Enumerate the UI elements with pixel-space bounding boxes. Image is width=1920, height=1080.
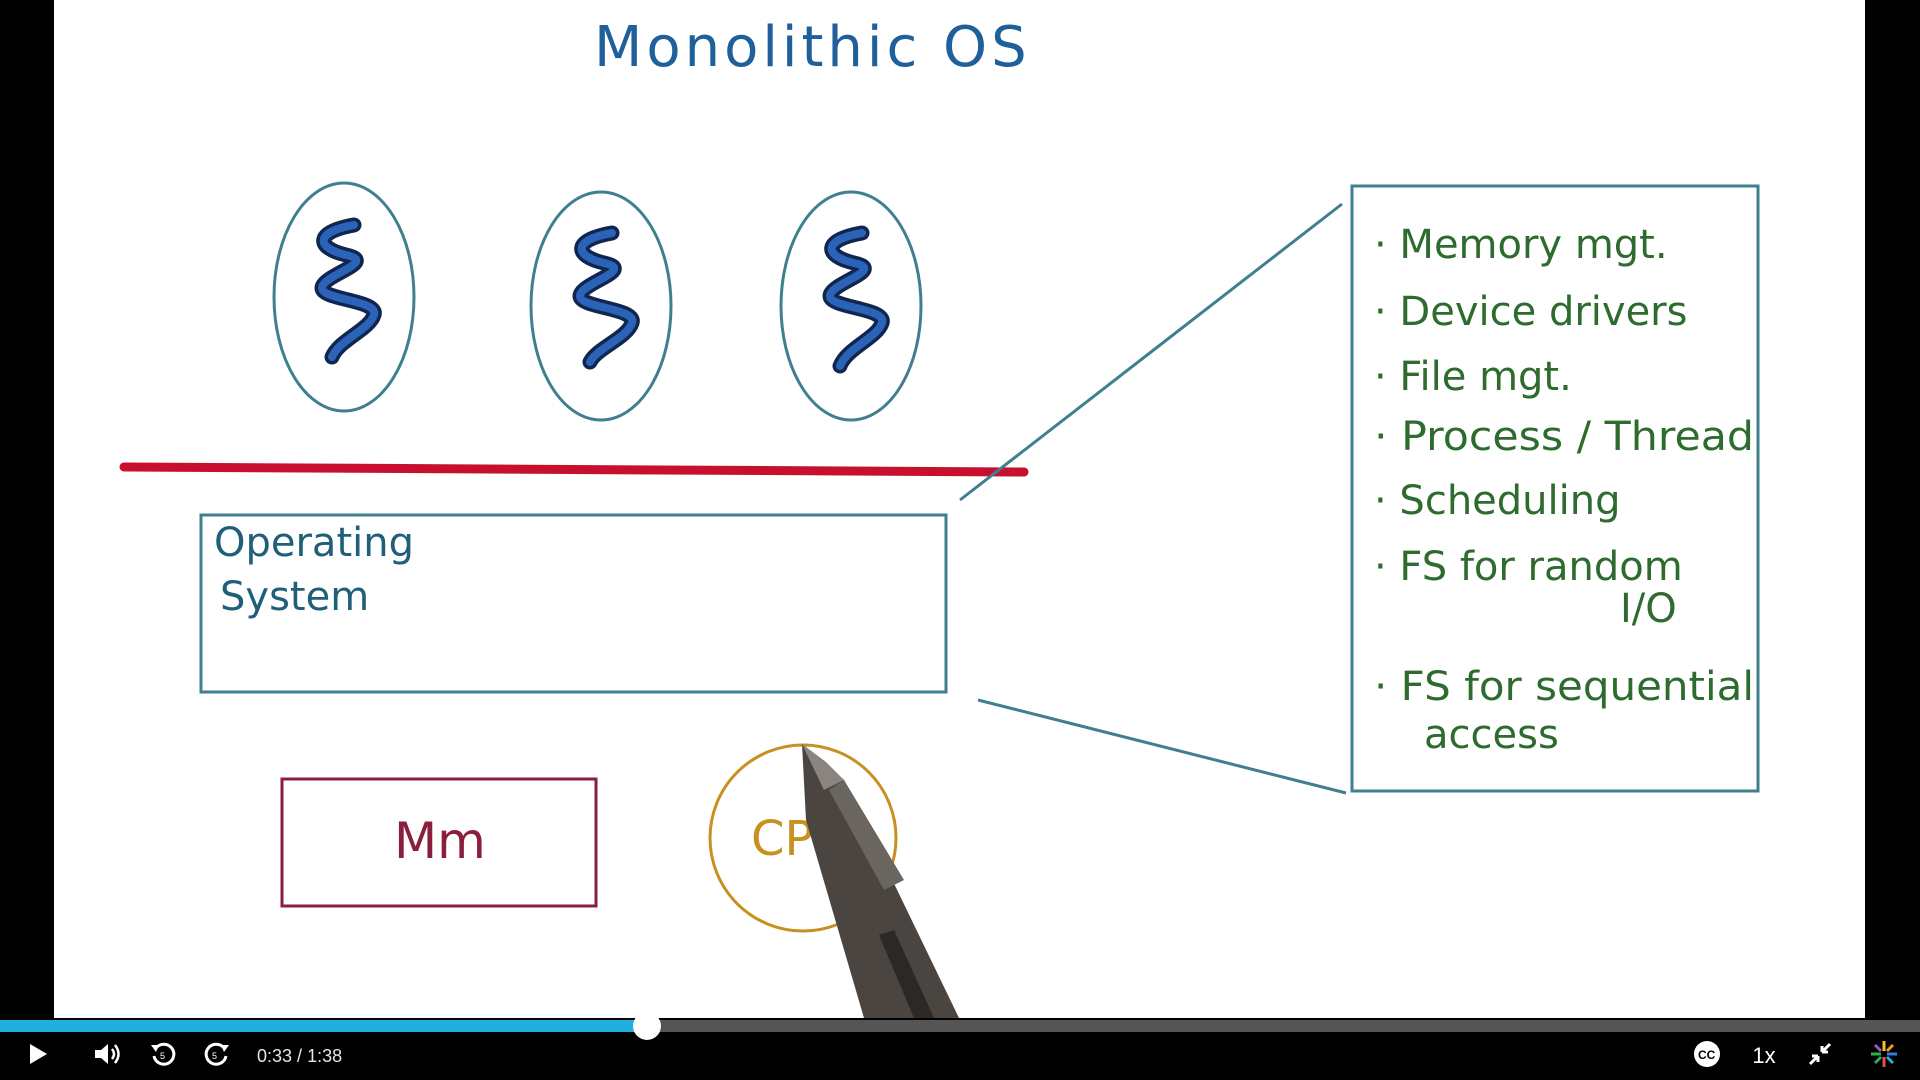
svg-text:5: 5	[212, 1051, 217, 1061]
logo-icon	[1869, 1039, 1899, 1074]
captions-button[interactable]: CC	[1688, 1032, 1726, 1080]
zoom-line-top	[959, 202, 1343, 502]
volume-button[interactable]	[86, 1032, 130, 1080]
process-ellipse-2	[529, 190, 673, 422]
process-ellipse-1	[272, 181, 416, 413]
time-separator: /	[292, 1045, 308, 1066]
exit-fullscreen-button[interactable]	[1800, 1032, 1840, 1080]
play-icon	[27, 1042, 49, 1071]
stylus-pen	[802, 744, 959, 1018]
whiteboard-drawing: Monolithic OS Operating System ·	[119, 15, 1760, 1018]
services-list: · Memory mgt. · Device drivers · File mg…	[1374, 222, 1754, 758]
service-fs-random: · FS for random	[1374, 544, 1683, 590]
forward-button[interactable]: 5	[196, 1032, 236, 1080]
play-button[interactable]	[18, 1032, 58, 1080]
playback-speed-button[interactable]: 1x	[1742, 1032, 1786, 1080]
rewind-icon: 5	[149, 1039, 179, 1074]
service-device-drivers: · Device drivers	[1374, 289, 1687, 335]
progress-bar[interactable]	[0, 1012, 1920, 1040]
playback-speed-label: 1x	[1752, 1043, 1776, 1068]
control-row: 5 5 0:33 / 1:38 CC 1x	[0, 1032, 1920, 1080]
current-time: 0:33	[257, 1045, 293, 1066]
time-display: 0:33 / 1:38	[257, 1032, 342, 1080]
captions-icon: CC	[1693, 1040, 1721, 1073]
video-frame[interactable]: Monolithic OS Operating System ·	[54, 0, 1865, 1018]
user-kernel-divider	[119, 462, 1029, 477]
volume-icon	[93, 1041, 123, 1072]
os-box-label-line2: System	[220, 574, 369, 620]
forward-icon: 5	[201, 1039, 231, 1074]
service-fs-random-io: I/O	[1620, 586, 1677, 632]
memory-label: Mm	[394, 812, 486, 870]
brand-logo[interactable]	[1864, 1032, 1904, 1080]
service-process-thread: · Process / Thread	[1374, 414, 1754, 460]
service-fs-sequential: · FS for sequential	[1374, 664, 1754, 710]
service-scheduling: · Scheduling	[1374, 478, 1620, 524]
service-fs-sequential-access: access	[1424, 712, 1559, 758]
progress-scrubber[interactable]	[633, 1012, 662, 1040]
memory-box	[280, 777, 598, 908]
process-ellipse-3	[779, 190, 923, 422]
svg-text:CC: CC	[1698, 1048, 1716, 1062]
zoom-line-bottom	[977, 698, 1347, 795]
duration: 1:38	[307, 1045, 343, 1066]
services-box	[1350, 184, 1760, 793]
board-title: Monolithic OS	[594, 15, 1031, 80]
svg-text:5: 5	[160, 1051, 165, 1061]
rewind-button[interactable]: 5	[144, 1032, 184, 1080]
service-memory: · Memory mgt.	[1374, 222, 1668, 268]
os-box-label-line1: Operating	[214, 520, 414, 566]
os-box	[199, 513, 948, 694]
exit-fullscreen-icon	[1807, 1041, 1833, 1072]
service-file: · File mgt.	[1374, 354, 1572, 400]
progress-played	[0, 1020, 648, 1032]
